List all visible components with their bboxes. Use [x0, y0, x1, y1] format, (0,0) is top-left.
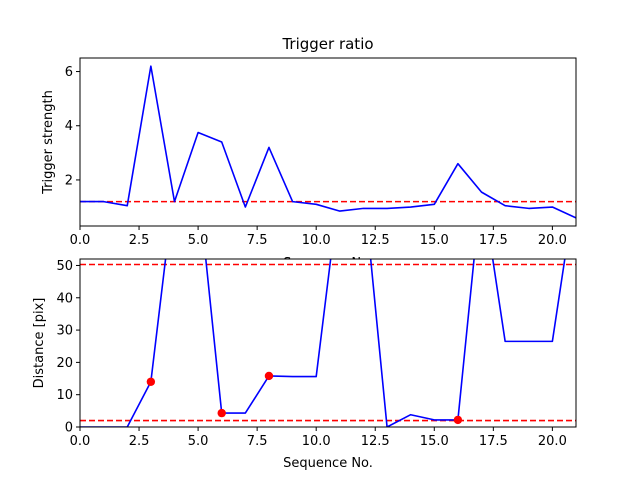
- series-line: [80, 259, 566, 427]
- data-point-marker: [453, 415, 463, 425]
- y-axis-label: Trigger strength: [41, 90, 56, 195]
- x-tick-label: 7.5: [247, 434, 268, 449]
- data-point-marker: [264, 371, 274, 381]
- y-tick-label: 2: [65, 173, 73, 188]
- y-axis-label: Distance [pix]: [32, 298, 47, 389]
- x-axis-label: Sequence No.: [283, 456, 373, 471]
- distance-axes: 0.0 2.5 5.0 7.5 10.0 12.5 15.0 17.5 20.0 0 10 20 30…: [32, 258, 577, 471]
- x-tick-label: 0.0: [70, 434, 91, 449]
- x-tick-label: 17.5: [479, 233, 508, 248]
- trigger-ratio-axes: Trigger ratio 0.0 2.5 5.0 7.5 10.0 12.5 15.0 17…: [41, 35, 577, 271]
- y-tick-label: 30: [56, 324, 73, 339]
- x-tick-label: 15.0: [420, 434, 449, 449]
- chart-title: Trigger ratio: [281, 35, 373, 53]
- x-tick-label: 0.0: [70, 233, 91, 248]
- x-tick-label: 5.0: [188, 233, 209, 248]
- data-point-marker: [146, 377, 156, 386]
- x-tick-label: 15.0: [420, 233, 449, 248]
- x-tick-label: 10.0: [302, 233, 331, 248]
- x-tick-label: 2.5: [129, 434, 150, 449]
- y-tick-label: 40: [56, 291, 73, 306]
- y-tick-label: 0: [65, 421, 73, 436]
- y-tick-label: 50: [56, 259, 73, 274]
- y-tick-label: 20: [56, 356, 73, 371]
- x-tick-label: 7.5: [247, 233, 268, 248]
- x-tick-label: 10.0: [302, 434, 331, 449]
- x-tick-label: 12.5: [361, 233, 390, 248]
- x-tick-label: 20.0: [538, 434, 567, 449]
- x-tick-label: 5.0: [188, 434, 209, 449]
- x-tick-label: 17.5: [479, 434, 508, 449]
- y-tick-label: 6: [65, 65, 73, 80]
- x-tick-label: 2.5: [129, 233, 150, 248]
- y-tick-label: 4: [65, 119, 73, 134]
- x-tick-label: 20.0: [538, 233, 567, 248]
- y-tick-label: 10: [56, 388, 73, 403]
- series-line: [80, 65, 576, 219]
- x-tick-label: 12.5: [361, 434, 390, 449]
- data-point-marker: [217, 408, 226, 418]
